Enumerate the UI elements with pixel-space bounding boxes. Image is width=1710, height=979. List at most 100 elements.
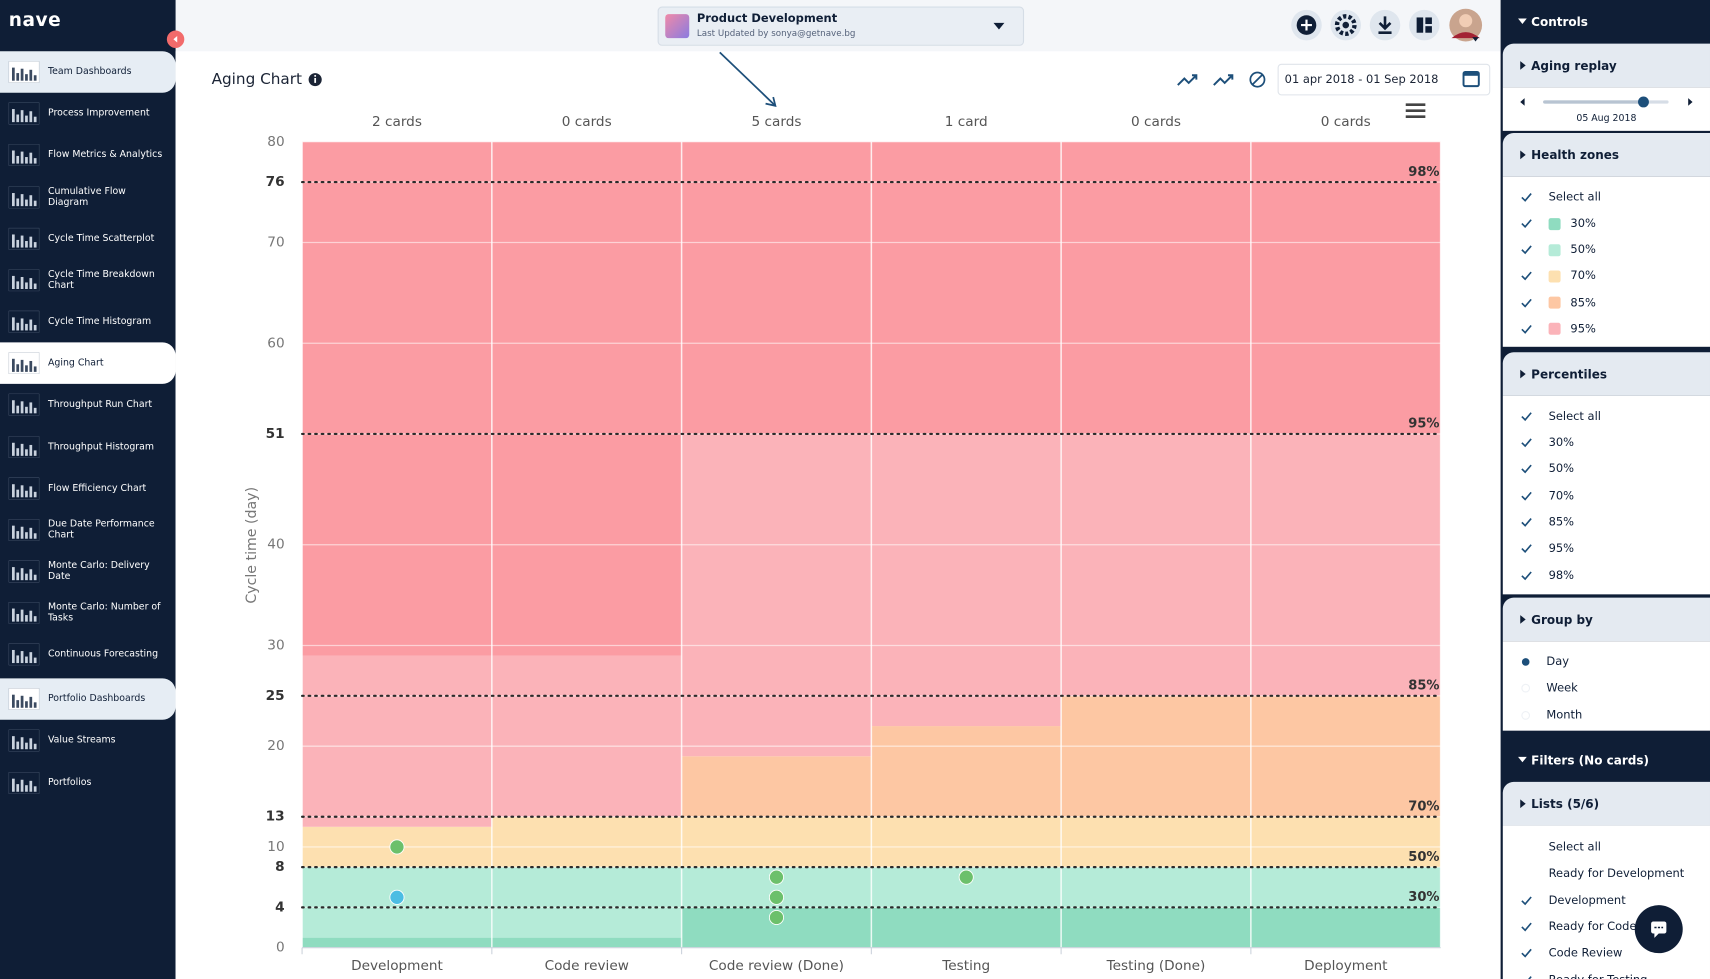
nav-item[interactable]: Portfolios — [0, 762, 176, 803]
checkbox[interactable] — [1520, 321, 1548, 336]
download-button[interactable] — [1369, 9, 1401, 41]
zone — [871, 433, 1062, 727]
option-row[interactable]: 30% — [1520, 433, 1574, 453]
nav-item[interactable]: Value Streams — [0, 720, 176, 761]
checkbox[interactable] — [1520, 946, 1548, 961]
option-row[interactable]: 30% — [1520, 214, 1596, 234]
option-row[interactable]: Select all — [1520, 188, 1601, 208]
layout-button[interactable] — [1409, 9, 1440, 41]
option-row[interactable]: 70% — [1520, 486, 1574, 506]
nav-item[interactable]: Cycle Time Histogram — [0, 301, 176, 342]
section-header[interactable]: Filters (No cards) — [1502, 738, 1710, 782]
card-dot[interactable] — [768, 909, 785, 925]
board-selector[interactable]: Product Development Last Updated by sony… — [657, 6, 1025, 46]
option-row[interactable]: Ready for Development — [1520, 864, 1685, 884]
nav-item[interactable]: Process Improvement — [0, 93, 176, 134]
checkbox[interactable] — [1520, 840, 1548, 855]
checkbox[interactable] — [1520, 866, 1548, 881]
checkbox[interactable] — [1520, 269, 1548, 284]
checkbox[interactable] — [1520, 216, 1548, 231]
x-tick-label: Testing (Done) — [1106, 958, 1206, 974]
nav-item[interactable]: Cycle Time Breakdown Chart — [0, 260, 176, 301]
card-dot[interactable] — [768, 869, 785, 885]
nav-item[interactable]: Due Date Performance Chart — [0, 509, 176, 550]
add-button[interactable] — [1291, 9, 1322, 41]
option-row[interactable]: 50% — [1520, 459, 1574, 479]
option-row[interactable]: 70% — [1520, 267, 1596, 287]
radio-row[interactable]: Day — [1520, 652, 1569, 672]
nav-item[interactable]: Throughput Run Chart — [0, 384, 176, 425]
section-header[interactable]: Health zones — [1502, 133, 1710, 177]
nav-item[interactable]: Cumulative Flow Diagram — [0, 177, 176, 218]
info-icon[interactable] — [308, 73, 322, 87]
card-dot[interactable] — [389, 839, 405, 855]
section-header[interactable]: Group by — [1502, 597, 1710, 642]
radio-row[interactable]: Month — [1520, 705, 1582, 725]
y-tick-label: 40 — [267, 537, 284, 553]
checkbox[interactable] — [1520, 409, 1548, 424]
option-row[interactable]: 85% — [1520, 512, 1574, 532]
nav-item[interactable]: Monte Carlo: Delivery Date — [0, 551, 176, 592]
radio[interactable] — [1520, 707, 1546, 722]
section-header[interactable]: Percentiles — [1502, 352, 1710, 396]
replay-slider[interactable] — [1503, 87, 1710, 131]
nav-item[interactable]: Team Dashboards — [0, 51, 176, 93]
option-row[interactable]: 95% — [1520, 539, 1574, 559]
checkbox[interactable] — [1520, 515, 1548, 530]
checkbox[interactable] — [1520, 295, 1548, 310]
nav-item[interactable]: Portfolio Dashboards — [0, 678, 176, 720]
card-dot[interactable] — [958, 869, 974, 885]
checkbox[interactable] — [1520, 242, 1548, 257]
checkbox[interactable] — [1520, 190, 1548, 205]
nav-item[interactable]: Monte Carlo: Number of Tasks — [0, 592, 176, 633]
checkbox[interactable] — [1520, 972, 1548, 979]
date-range-box[interactable] — [1277, 63, 1491, 96]
y-tick-label: 13 — [266, 809, 285, 825]
nav-item[interactable]: Cycle Time Scatterplot — [0, 218, 176, 259]
card-dot[interactable] — [768, 889, 785, 905]
section-header[interactable]: Lists (5/6) — [1502, 781, 1710, 826]
section-header[interactable]: Aging replay — [1502, 43, 1710, 88]
option-row[interactable]: 98% — [1520, 565, 1574, 585]
settings-button[interactable] — [1330, 9, 1362, 41]
option-label: 30% — [1570, 217, 1596, 231]
checkbox[interactable] — [1520, 462, 1548, 477]
nav-item[interactable]: Flow Metrics & Analytics — [0, 134, 176, 175]
nav-item[interactable]: Aging Chart — [0, 342, 176, 384]
chart-menu[interactable] — [1405, 103, 1426, 118]
nav-label: Portfolios — [47, 777, 92, 789]
checkbox[interactable] — [1520, 893, 1548, 908]
collapse-button[interactable] — [166, 30, 185, 48]
option-row[interactable]: Code Review — [1520, 944, 1622, 964]
radio-row[interactable]: Week — [1520, 679, 1578, 699]
calendar-icon[interactable] — [1462, 70, 1480, 88]
checkbox[interactable] — [1520, 919, 1548, 934]
avatar[interactable] — [1449, 8, 1483, 42]
nav-label: Monte Carlo: Number of Tasks — [47, 601, 161, 624]
option-row[interactable]: Development — [1520, 891, 1626, 911]
section-header[interactable]: Controls — [1502, 0, 1710, 44]
chat-button[interactable] — [1634, 905, 1683, 954]
checkbox[interactable] — [1520, 435, 1548, 450]
option-row[interactable]: 50% — [1520, 240, 1596, 260]
option-row[interactable]: Ready for Testing — [1520, 970, 1647, 979]
checkbox[interactable] — [1520, 488, 1548, 503]
checkbox[interactable] — [1520, 568, 1548, 583]
option-row[interactable]: Select all — [1520, 838, 1601, 858]
nav-item[interactable]: Flow Efficiency Chart — [0, 468, 176, 509]
checkbox[interactable] — [1520, 541, 1548, 556]
nav-item[interactable]: Throughput Histogram — [0, 426, 176, 467]
option-row[interactable]: 95% — [1520, 319, 1596, 339]
trend-icon-2[interactable] — [1213, 74, 1234, 86]
radio[interactable] — [1520, 681, 1546, 696]
option-row[interactable]: Select all — [1520, 407, 1601, 427]
clear-icon[interactable] — [1249, 71, 1266, 88]
nav-item[interactable]: Continuous Forecasting — [0, 634, 176, 675]
radio[interactable] — [1520, 654, 1546, 669]
zone — [302, 937, 492, 948]
option-row[interactable]: 85% — [1520, 293, 1596, 313]
card-dot[interactable] — [389, 889, 405, 905]
trend-icon[interactable] — [1177, 74, 1198, 86]
nav-icon — [8, 519, 40, 541]
logo[interactable]: nave — [8, 9, 62, 32]
